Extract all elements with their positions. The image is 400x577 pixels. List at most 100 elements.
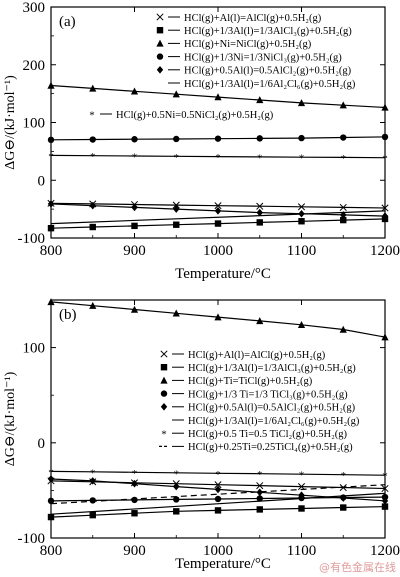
- data-point: [172, 201, 180, 209]
- data-point: [172, 90, 180, 98]
- data-point: [131, 479, 138, 488]
- data-point: [173, 221, 180, 228]
- series-5: [47, 200, 389, 220]
- y-tick-label: 0: [38, 173, 46, 189]
- data-point: [297, 203, 306, 211]
- data-point: [47, 136, 55, 144]
- legend-label: HCl(g)+1/3Al(l)=1/6Al₂Cl₆(g)+0.5H₂(g): [184, 79, 356, 90]
- data-point: [47, 497, 55, 505]
- data-point: [89, 201, 96, 210]
- data-point: [173, 496, 180, 503]
- data-point: [173, 508, 180, 515]
- series-8: [50, 484, 386, 505]
- data-point: [47, 513, 55, 521]
- data-point: [339, 325, 347, 333]
- legend-item-6: HCl(g)+1/3Al(l)=1/6Al₂Cl₆(g)+0.5H₂(g): [172, 416, 360, 427]
- data-point: [381, 333, 389, 341]
- legend-marker: [156, 13, 164, 21]
- x-axis-label: Temperature/°C: [175, 266, 271, 282]
- data-point: *: [132, 468, 138, 480]
- data-point: *: [90, 151, 96, 163]
- data-point: [214, 93, 222, 101]
- legend-marker: [160, 390, 168, 397]
- data-point: [173, 205, 180, 213]
- series-line: [50, 484, 386, 505]
- legend-item-7: * HCl(g)+0.5 Ti=0.5 TiCl₂(g)+0.5H₂(g): [161, 429, 347, 441]
- y-tick-label: 0: [38, 436, 46, 452]
- data-point: [381, 493, 389, 501]
- data-point: [256, 135, 263, 142]
- legend-item-4: HCl(g)+1/3 Ti=1/3 TiCl₃(g)+0.5H₂(g): [160, 389, 348, 400]
- data-point: [131, 136, 138, 143]
- data-point: [214, 485, 222, 494]
- x-tick-label: 1000: [203, 243, 233, 259]
- legend-label: HCl(g)+0.5Ni=0.5NiCl₂(g)+0.5H₂(g): [116, 110, 274, 121]
- data-point: [130, 87, 139, 95]
- data-point: [340, 504, 347, 511]
- data-point: [298, 491, 305, 499]
- data-point: [256, 202, 264, 210]
- legend-item-8: HCl(g)+0.25Ti=0.25TiCl₄(g)+0.5H₂(g): [159, 442, 353, 453]
- series-line: [50, 470, 386, 476]
- series-6: [50, 492, 386, 515]
- y-axis-label: ΔG⊖/(kJ·mol⁻¹): [3, 371, 18, 466]
- data-point: *: [299, 470, 305, 482]
- data-point: [298, 505, 305, 512]
- legend-marker: [160, 376, 168, 384]
- x-tick-label: 1000: [203, 543, 233, 559]
- data-point: [89, 497, 96, 504]
- legend-item-3: HCl(g)+Ti=TiCl(g)+0.5H₂(g): [160, 376, 313, 387]
- data-point: *: [257, 469, 263, 481]
- x-tick-label: 1200: [370, 543, 400, 559]
- data-point: [214, 313, 222, 321]
- data-point: [131, 203, 138, 212]
- legend-label: HCl(g)+1/3 Ti=1/3 TiCl₃(g)+0.5H₂(g): [188, 389, 348, 400]
- legend-label: HCl(g)+Al(l)=AlCl(g)+0.5H₂(g): [184, 13, 322, 24]
- data-point: [173, 135, 180, 143]
- legend-label: HCl(g)+1/3Al(l)=1/3AlCl₃(g)+0.5H₂(g): [188, 363, 356, 374]
- data-point: [214, 481, 222, 489]
- data-point: *: [48, 467, 54, 479]
- data-point: [214, 495, 222, 503]
- x-tick-label: 900: [123, 543, 146, 559]
- chart-panel-a: 800 900 1000 1100 1200 -100 0 100 200 300 Temperat…: [3, 0, 400, 282]
- data-point: *: [299, 153, 305, 165]
- data-point: *: [257, 152, 263, 164]
- data-point: [340, 134, 347, 141]
- data-point: *: [174, 468, 180, 480]
- data-point: [381, 204, 389, 212]
- legend-item-2: HCl(g)+1/3Al(l)=1/3AlCl₃(g)+0.5H₂(g): [160, 363, 356, 374]
- series-2: [47, 215, 389, 232]
- legend-item-4: HCl(g)+1/3Ni=1/3NiCl₃(g)+0.5H₂(g): [156, 52, 342, 63]
- y-tick-label: 100: [23, 116, 46, 132]
- series-2: [47, 503, 389, 521]
- data-point: *: [132, 151, 138, 163]
- data-point: [381, 497, 389, 505]
- data-point: [381, 133, 389, 141]
- series-line: [50, 210, 386, 225]
- series-7: * * * * * * * * *: [48, 151, 388, 165]
- data-point: [214, 220, 222, 227]
- y-tick-label: -100: [18, 231, 46, 247]
- data-point: *: [341, 470, 347, 482]
- legend-item-1: HCl(g)+Al(l)=AlCl(g)+0.5H₂(g): [156, 13, 322, 24]
- x-axis-label: Temperature/°C: [175, 556, 271, 572]
- legend-item-3: HCl(g)+Ni=NiCl(g)+0.5H₂(g): [156, 39, 312, 50]
- data-point: [214, 507, 222, 514]
- data-point: [339, 101, 347, 109]
- series-3: [47, 81, 389, 111]
- y-tick-label: 200: [23, 58, 46, 74]
- data-point: [340, 216, 347, 224]
- legend-marker: *: [89, 110, 95, 122]
- legend-label: HCl(g)+1/3Al(l)=1/3AlCl₃(g)+0.5H₂(g): [184, 26, 352, 37]
- legend-label: HCl(g)+1/3Ni=1/3NiCl₃(g)+0.5H₂(g): [184, 52, 342, 63]
- series-line: [50, 492, 386, 515]
- data-point: [297, 483, 306, 491]
- legend-item-5: HCl(g)+0.5Al(l)=0.5AlCl₂(g)+0.5H₂(g): [156, 66, 352, 77]
- data-point: [214, 207, 222, 215]
- y-tick-label: -100: [18, 531, 46, 547]
- data-point: [89, 84, 97, 92]
- y-axis-label: ΔG⊖/(kJ·mol⁻¹): [3, 75, 18, 170]
- data-point: *: [174, 152, 180, 164]
